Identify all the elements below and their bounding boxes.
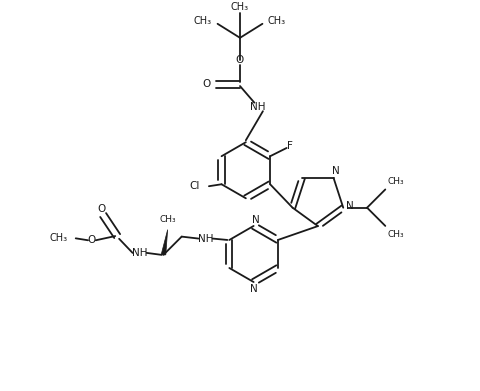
Text: CH₃: CH₃ xyxy=(268,16,286,27)
Text: CH₃: CH₃ xyxy=(159,215,176,224)
Text: N: N xyxy=(252,215,260,225)
Text: NH: NH xyxy=(132,248,147,258)
Text: NH: NH xyxy=(198,233,213,244)
Text: CH₃: CH₃ xyxy=(387,177,404,186)
Text: CH₃: CH₃ xyxy=(231,2,249,12)
Text: CH₃: CH₃ xyxy=(194,16,212,27)
Text: Cl: Cl xyxy=(189,181,200,191)
Text: O: O xyxy=(88,235,96,245)
Text: N: N xyxy=(250,284,257,294)
Text: O: O xyxy=(236,55,244,65)
Polygon shape xyxy=(161,230,168,255)
Text: F: F xyxy=(287,142,293,151)
Text: CH₃: CH₃ xyxy=(387,230,404,239)
Text: N: N xyxy=(347,201,354,211)
Text: CH₃: CH₃ xyxy=(49,233,68,243)
Text: O: O xyxy=(203,79,211,89)
Text: O: O xyxy=(97,204,105,214)
Text: NH: NH xyxy=(251,102,266,111)
Text: N: N xyxy=(332,166,339,176)
